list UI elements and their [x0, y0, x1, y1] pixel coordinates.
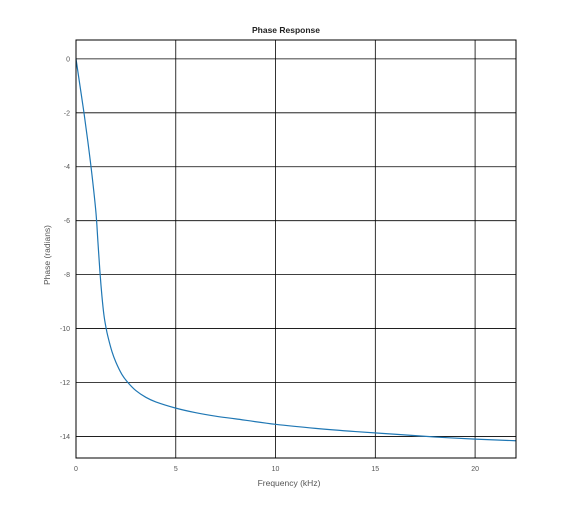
y-tick-label: -12 [60, 380, 70, 387]
x-tick-label: 5 [174, 466, 178, 473]
x-axis-ticks: 0 5 10 15 20 [74, 466, 479, 473]
grid-lines [75, 40, 516, 458]
y-tick-label: -4 [64, 164, 70, 171]
y-tick-label: 0 [66, 56, 70, 63]
phase-series-line [75, 58, 517, 442]
y-tick-label: -14 [60, 434, 70, 441]
x-tick-label: 0 [74, 466, 78, 473]
plot-frame [75, 39, 517, 459]
y-tick-label: -2 [64, 110, 70, 117]
y-tick-label: -10 [60, 326, 70, 333]
y-axis-label: Phase (radians) [42, 225, 52, 285]
chart-title: Phase Response [252, 25, 320, 35]
series-layer [75, 58, 517, 442]
x-axis-label: Frequency (kHz) [258, 478, 321, 488]
y-tick-label: -6 [64, 218, 70, 225]
y-tick-label: -8 [64, 272, 70, 279]
x-tick-label: 15 [371, 466, 379, 473]
x-tick-label: 20 [471, 466, 479, 473]
y-axis-ticks: 0 -2 -4 -6 -8 -10 -12 -14 [60, 56, 70, 441]
x-tick-label: 10 [272, 466, 280, 473]
